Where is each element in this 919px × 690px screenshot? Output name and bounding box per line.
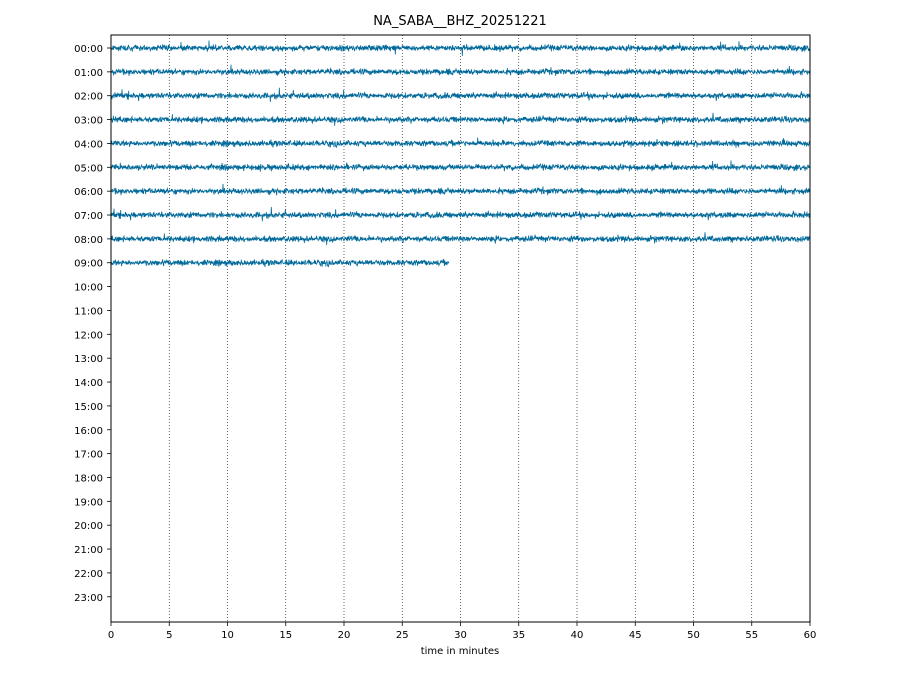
x-tick-label-55: 55 [745,630,758,641]
x-tick-label-5: 5 [166,630,172,641]
y-tick-label-07:00: 07:00 [74,211,103,222]
seismic-traces [110,40,811,268]
x-tick-label-60: 60 [804,630,817,641]
x-tick-label-15: 15 [279,630,292,641]
x-tick-label-30: 30 [454,630,467,641]
y-tick-label-12:00: 12:00 [74,330,103,341]
trace-01:00 [110,64,811,77]
trace-05:00 [110,160,811,172]
x-tick-label-40: 40 [571,630,584,641]
y-tick-label-01:00: 01:00 [74,68,103,79]
x-axis-ticks: 0 5 10 15 20 25 30 35 40 45 50 55 60 [108,622,817,641]
trace-03:00 [110,112,811,126]
trace-00:00 [110,40,811,57]
trace-02:00 [110,87,811,102]
chart-title: NA_SABA__BHZ_20251221 [373,14,547,29]
y-tick-label-02:00: 02:00 [74,92,103,103]
y-tick-label-22:00: 22:00 [74,569,103,580]
y-tick-label-16:00: 16:00 [74,426,103,437]
trace-07:00 [110,207,811,222]
y-tick-label-14:00: 14:00 [74,378,103,389]
x-tick-label-0: 0 [108,630,114,641]
y-tick-label-08:00: 08:00 [74,235,103,246]
y-tick-label-18:00: 18:00 [74,473,103,484]
x-tick-label-35: 35 [512,630,525,641]
y-tick-label-21:00: 21:00 [74,545,103,556]
y-tick-label-17:00: 17:00 [74,450,103,461]
y-tick-label-15:00: 15:00 [74,402,103,413]
y-tick-label-23:00: 23:00 [74,593,103,604]
y-tick-label-09:00: 09:00 [74,259,103,270]
y-tick-label-11:00: 11:00 [74,306,103,317]
trace-09:00 [110,258,450,268]
y-axis-ticks: 00:00 01:00 02:00 03:00 04:00 05:00 06:00 07:00… [74,44,111,604]
y-tick-label-20:00: 20:00 [74,521,103,532]
y-tick-label-13:00: 13:00 [74,354,103,365]
trace-06:00 [110,183,811,196]
x-tick-label-45: 45 [629,630,642,641]
trace-04:00 [110,137,811,149]
y-tick-label-00:00: 00:00 [74,44,103,55]
y-tick-label-19:00: 19:00 [74,497,103,508]
trace-08:00 [110,232,811,246]
grid-lines [168,35,753,622]
x-tick-label-10: 10 [221,630,234,641]
y-tick-label-05:00: 05:00 [74,163,103,174]
x-tick-label-20: 20 [338,630,351,641]
x-tick-label-25: 25 [396,630,409,641]
y-tick-label-04:00: 04:00 [74,139,103,150]
y-tick-label-06:00: 06:00 [74,187,103,198]
y-tick-label-10:00: 10:00 [74,283,103,294]
y-tick-label-03:00: 03:00 [74,116,103,127]
x-axis-label: time in minutes [421,646,500,657]
x-tick-label-50: 50 [687,630,700,641]
